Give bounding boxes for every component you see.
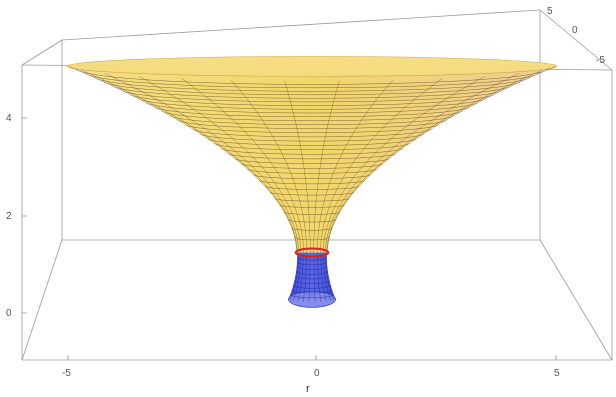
mesh-meridian [80,69,298,254]
z-tick-label: 2 [6,211,12,222]
lower-mesh-meridian [313,255,316,303]
throat-ring [294,247,330,258]
mesh-meridian [284,80,311,255]
lower-cap [288,291,336,308]
mesh-ring [207,138,417,146]
box-edge [539,239,613,361]
lower-mesh-meridian [293,254,301,302]
mesh-ring [241,163,383,169]
mesh-ring [169,114,455,125]
x-axis-label: r [306,383,310,395]
tick-labels: -5 0 5 0 2 4 5 0 -5 r [6,6,605,395]
lower-mesh-meridian [320,254,327,302]
y-tick-label: -5 [596,55,605,66]
lower-mesh-meridian [288,252,298,300]
mesh-ring [102,80,522,96]
surfaces [66,56,558,308]
mesh-ring [177,119,447,129]
mesh-ring [93,76,531,92]
x-tick-label: 0 [314,368,320,379]
mesh-ring [128,93,496,106]
mesh-meridian [230,79,308,255]
x-tick-label: 5 [554,368,560,379]
z-tick-label: 0 [6,308,12,319]
x-tick-label: -5 [62,368,71,379]
mesh-ring [228,153,396,160]
mesh-ring [161,110,463,121]
mesh-ring [145,101,479,114]
mesh-ring [200,133,424,142]
upper-rim [66,56,558,77]
box-edge [61,9,541,41]
y-tick-label: 0 [572,25,578,36]
mesh-meridian [313,80,340,255]
lower-mesh-meridian [325,253,335,301]
mesh-ring [85,72,539,89]
lower-mesh-meridian [323,254,331,302]
upper-surface [67,64,557,253]
lower-mesh-meridian [297,254,304,302]
mesh-ring [221,148,403,155]
mesh-ring [120,88,504,103]
mesh-ring [264,185,360,190]
box-edge [21,39,63,66]
mesh-meridian [68,65,297,253]
mesh-meridian [326,69,544,254]
mesh-meridian [181,78,304,255]
mesh-ring [253,174,371,179]
lower-mesh-meridian [308,255,311,303]
mesh-meridian [327,65,556,253]
lower-mesh-meridian [326,252,336,300]
box-edge [21,239,63,361]
lower-mesh-meridian [302,255,307,303]
mesh-meridian [322,76,486,255]
mesh-meridian [104,72,300,254]
mesh-ring [185,124,439,133]
mesh-ring [214,143,410,151]
z-tick-label: 4 [6,113,12,124]
mesh-ring [274,198,350,202]
mesh-ring [247,168,377,174]
mesh-meridian [320,78,443,255]
mesh-ring [137,97,487,110]
mesh-meridian [138,76,302,255]
mesh-ring [153,106,471,118]
lower-mesh-meridian [317,255,322,303]
mesh-meridian [324,72,520,254]
mesh-ring [269,191,355,196]
mesh-ring [192,128,432,138]
lower-mesh-meridian [289,253,299,301]
box-edge [539,9,613,71]
mesh-meridian [316,79,394,255]
mesh-ring [234,158,390,164]
mesh-ring [75,68,549,85]
mesh-ring [258,180,366,185]
mesh-ring [111,84,513,99]
y-tick-label: 5 [547,6,553,17]
